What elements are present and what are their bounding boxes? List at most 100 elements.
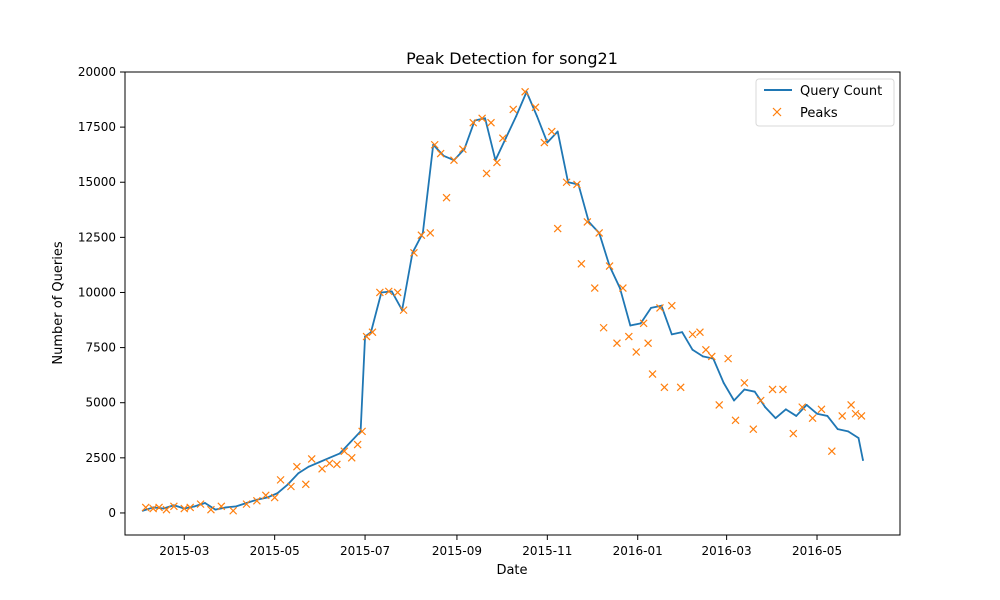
peak-marker	[442, 193, 451, 202]
peak-marker	[827, 447, 836, 456]
y-tick-label: 0	[108, 506, 116, 520]
peak-marker	[155, 503, 164, 512]
y-axis: 0 2500 5000 7500 10000 12500 15000 17500 20000	[78, 65, 125, 520]
peak-marker	[426, 229, 435, 237]
y-tick-label: 7500	[85, 341, 116, 355]
peak-marker	[287, 482, 295, 491]
x-tick-label: 2016-05	[792, 544, 842, 558]
peak-marker	[362, 332, 371, 341]
x-tick-label: 2016-03	[702, 544, 752, 558]
y-tick-label: 5000	[85, 396, 116, 410]
query-count-series-line	[141, 90, 864, 512]
peak-marker	[498, 134, 507, 143]
peak-marker	[169, 502, 178, 511]
peak-marker	[469, 118, 478, 127]
x-axis-label: Date	[496, 563, 527, 578]
peak-marker	[595, 229, 604, 237]
query-count-point	[214, 508, 217, 511]
y-tick-label: 20000	[78, 65, 116, 79]
peak-marker	[639, 319, 648, 328]
peak-marker	[547, 127, 556, 136]
peak-marker	[644, 339, 653, 348]
peak-marker	[605, 262, 614, 270]
y-tick-label: 12500	[78, 230, 116, 244]
peak-marker	[417, 231, 426, 240]
axes-frame	[124, 71, 901, 536]
query-count-point	[857, 437, 860, 439]
peak-marker	[553, 224, 562, 233]
query-count-point	[515, 115, 518, 117]
query-count-point	[276, 492, 279, 495]
x-tick-label: 2015-05	[250, 544, 300, 558]
query-count-point	[546, 141, 549, 144]
peak-marker	[648, 370, 657, 378]
peak-marker	[562, 178, 571, 187]
peak-marker	[756, 396, 765, 405]
peak-marker	[186, 503, 195, 512]
peak-marker	[509, 105, 518, 114]
peak-marker	[270, 493, 279, 502]
query-count-point	[224, 506, 227, 509]
query-count-point	[536, 115, 538, 117]
peak-marker	[180, 504, 189, 513]
query-count-point	[390, 290, 393, 293]
peak-marker	[838, 412, 847, 420]
query-count-point	[338, 452, 341, 455]
peak-marker	[332, 460, 341, 469]
peak-marker	[353, 440, 362, 449]
peak-marker	[573, 180, 581, 189]
query-count-point	[235, 505, 238, 508]
query-count-point	[836, 428, 839, 431]
peak-marker	[676, 383, 685, 392]
peak-marker	[478, 114, 487, 123]
peak-marker	[325, 459, 334, 468]
peak-marker	[660, 383, 669, 392]
query-count-point	[795, 415, 798, 417]
query-count-point	[743, 388, 746, 391]
peak-marker	[162, 505, 171, 514]
peak-marker	[715, 400, 724, 409]
query-count-point	[847, 430, 850, 433]
peak-marker	[292, 462, 301, 471]
query-count-point	[162, 507, 165, 510]
query-count-point	[691, 348, 694, 351]
plot-content	[141, 87, 866, 515]
peak-marker	[599, 323, 608, 332]
peak-marker	[817, 405, 826, 414]
y-tick-label: 10000	[78, 285, 116, 299]
chart-legend: Query Count Peaks	[755, 78, 895, 127]
query-count-point	[204, 502, 206, 504]
peak-marker	[347, 453, 356, 462]
peak-marker	[393, 288, 402, 297]
peak-marker	[399, 306, 408, 315]
x-axis: 2015-03 2015-05 2015-07 2015-09 2015-11 2016-…	[159, 535, 842, 558]
x-tick-label: 2015-03	[159, 544, 209, 558]
peak-marker	[656, 303, 664, 312]
query-count-point	[862, 459, 864, 461]
query-count-point	[619, 287, 621, 289]
peak-marker	[521, 87, 530, 96]
peak-marker	[798, 403, 807, 412]
peak-marker	[368, 328, 377, 337]
peak-marker	[384, 287, 393, 296]
peak-marker	[624, 332, 633, 341]
query-count-point	[318, 461, 321, 464]
peak-marker	[707, 352, 716, 361]
peak-marker	[229, 506, 238, 515]
legend-peak-marker-icon	[772, 107, 782, 117]
x-tick-label: 2015-11	[522, 544, 572, 558]
query-count-point	[193, 505, 196, 508]
y-tick-label: 2500	[85, 451, 116, 465]
peak-marker	[808, 414, 817, 423]
peak-marker	[696, 328, 704, 337]
peak-marker	[450, 156, 458, 165]
chart-title: Peak Detection for song21	[406, 49, 618, 68]
query-count-point	[307, 465, 310, 468]
x-tick-label: 2016-01	[613, 544, 663, 558]
peak-marker	[789, 429, 798, 438]
peak-marker	[217, 502, 226, 511]
peak-marker	[590, 284, 599, 292]
peak-marker	[701, 345, 710, 354]
query-count-point	[650, 307, 652, 309]
